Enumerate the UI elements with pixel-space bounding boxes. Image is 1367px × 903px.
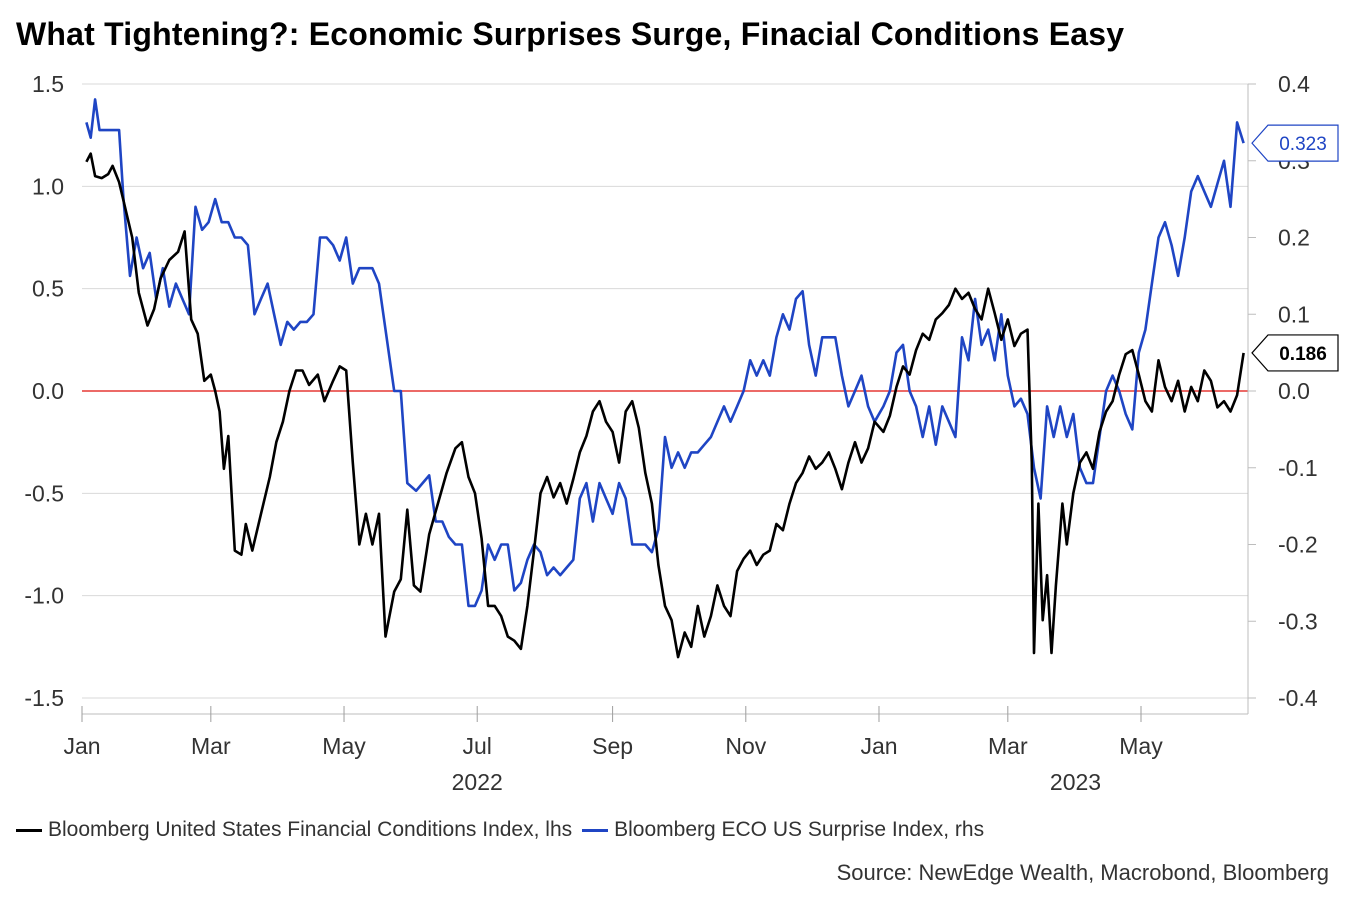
y-right-tick-label: -0.1 bbox=[1278, 455, 1318, 481]
y-left-tick-label: -0.5 bbox=[24, 480, 64, 506]
end-value-label-eco: 0.323 bbox=[1279, 134, 1327, 155]
x-tick-label: Mar bbox=[988, 733, 1028, 759]
series-line-fci bbox=[85, 152, 1245, 659]
y-left-tick-label: 1.5 bbox=[32, 71, 64, 97]
x-tick-label: Mar bbox=[191, 733, 231, 759]
series-line-eco bbox=[85, 98, 1245, 608]
legend-swatch-fci bbox=[16, 828, 42, 832]
x-tick-label: Nov bbox=[725, 733, 766, 759]
source-note: Source: NewEdge Wealth, Macrobond, Bloom… bbox=[836, 860, 1329, 885]
y-left-tick-label: -1.0 bbox=[24, 583, 64, 609]
end-value-callout-fci bbox=[1251, 334, 1339, 372]
x-tick-label: May bbox=[322, 733, 366, 759]
x-tick-label: May bbox=[1119, 733, 1163, 759]
y-right-tick-label: -0.3 bbox=[1278, 608, 1318, 634]
legend-label-eco: Bloomberg ECO US Surprise Index, rhs bbox=[614, 818, 985, 841]
y-left-tick-label: 0.0 bbox=[32, 378, 64, 404]
legend-item-fci: Bloomberg United States Financial Condit… bbox=[16, 818, 572, 842]
y-right-tick-label: 0.1 bbox=[1278, 301, 1310, 327]
x-year-label: 2022 bbox=[452, 769, 503, 795]
x-year-label: 2023 bbox=[1050, 769, 1101, 795]
y-left-tick-label: 1.0 bbox=[32, 173, 64, 199]
y-left-tick-label: -1.5 bbox=[24, 685, 64, 711]
x-tick-label: Sep bbox=[592, 733, 633, 759]
y-right-tick-label: -0.4 bbox=[1278, 685, 1318, 711]
y-left-tick-label: 0.5 bbox=[32, 276, 64, 302]
y-right-tick-label: -0.2 bbox=[1278, 532, 1318, 558]
legend-label-fci: Bloomberg United States Financial Condit… bbox=[48, 818, 573, 841]
end-value-label-fci: 0.186 bbox=[1279, 344, 1327, 365]
y-right-tick-label: 0.4 bbox=[1278, 71, 1310, 97]
legend: Bloomberg United States Financial Condit… bbox=[16, 818, 994, 842]
x-tick-label: Jan bbox=[860, 733, 897, 759]
x-tick-label: Jul bbox=[463, 733, 492, 759]
chart-title: What Tightening?: Economic Surprises Sur… bbox=[16, 16, 1125, 52]
end-value-callout-eco bbox=[1251, 124, 1339, 162]
legend-item-eco: Bloomberg ECO US Surprise Index, rhs bbox=[582, 818, 984, 842]
legend-swatch-eco bbox=[582, 828, 609, 832]
x-tick-label: Jan bbox=[63, 733, 100, 759]
y-right-tick-label: 0.0 bbox=[1278, 378, 1310, 404]
y-right-tick-label: 0.2 bbox=[1278, 225, 1310, 251]
